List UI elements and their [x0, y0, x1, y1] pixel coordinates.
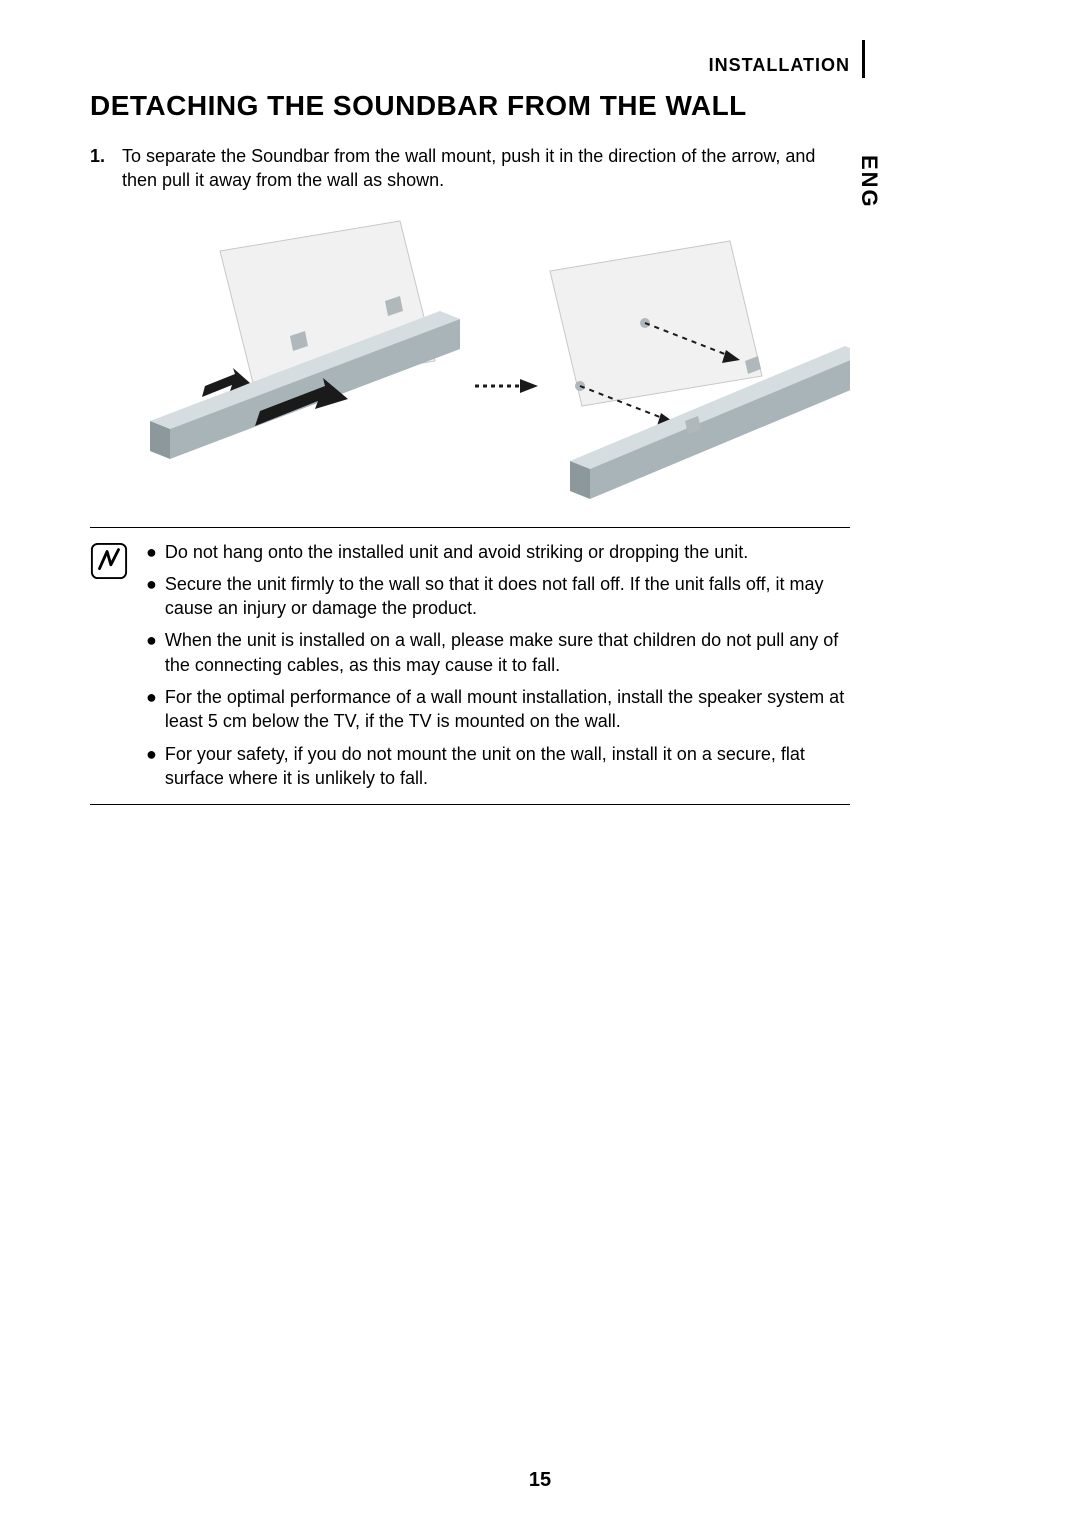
step-number: 1. — [90, 144, 112, 193]
language-tab: ENG — [856, 155, 882, 209]
section-label: INSTALLATION — [709, 55, 850, 76]
note-list: ● Do not hang onto the installed unit and… — [146, 540, 850, 791]
note-item: ●For your safety, if you do not mount th… — [146, 742, 850, 791]
note-text: For the optimal performance of a wall mo… — [165, 685, 850, 734]
header-divider — [862, 40, 865, 78]
diagram-svg — [90, 211, 850, 511]
bullet-icon: ● — [146, 685, 157, 734]
note-item: ●For the optimal performance of a wall m… — [146, 685, 850, 734]
right-wall-panel — [550, 241, 762, 406]
main-content: DETACHING THE SOUNDBAR FROM THE WALL 1. … — [90, 90, 850, 805]
note-item: ●Secure the unit firmly to the wall so t… — [146, 572, 850, 621]
note-text: Do not hang onto the installed unit and … — [165, 540, 748, 564]
note-text: For your safety, if you do not mount the… — [165, 742, 850, 791]
bullet-icon: ● — [146, 572, 157, 621]
step-1: 1. To separate the Soundbar from the wal… — [90, 144, 850, 193]
bullet-icon: ● — [146, 742, 157, 791]
page-number: 15 — [529, 1469, 551, 1492]
note-text: When the unit is installed on a wall, pl… — [165, 628, 850, 677]
note-icon — [90, 542, 128, 580]
sequence-arrow — [475, 379, 538, 393]
detach-diagram — [90, 211, 850, 511]
bullet-icon: ● — [146, 628, 157, 677]
note-item: ●When the unit is installed on a wall, p… — [146, 628, 850, 677]
note-item: ● Do not hang onto the installed unit and… — [146, 540, 850, 564]
note-text: Secure the unit firmly to the wall so th… — [165, 572, 850, 621]
note-block: ● Do not hang onto the installed unit and… — [90, 527, 850, 806]
step-text: To separate the Soundbar from the wall m… — [122, 144, 850, 193]
page-title: DETACHING THE SOUNDBAR FROM THE WALL — [90, 90, 850, 122]
bullet-icon: ● — [146, 540, 157, 564]
